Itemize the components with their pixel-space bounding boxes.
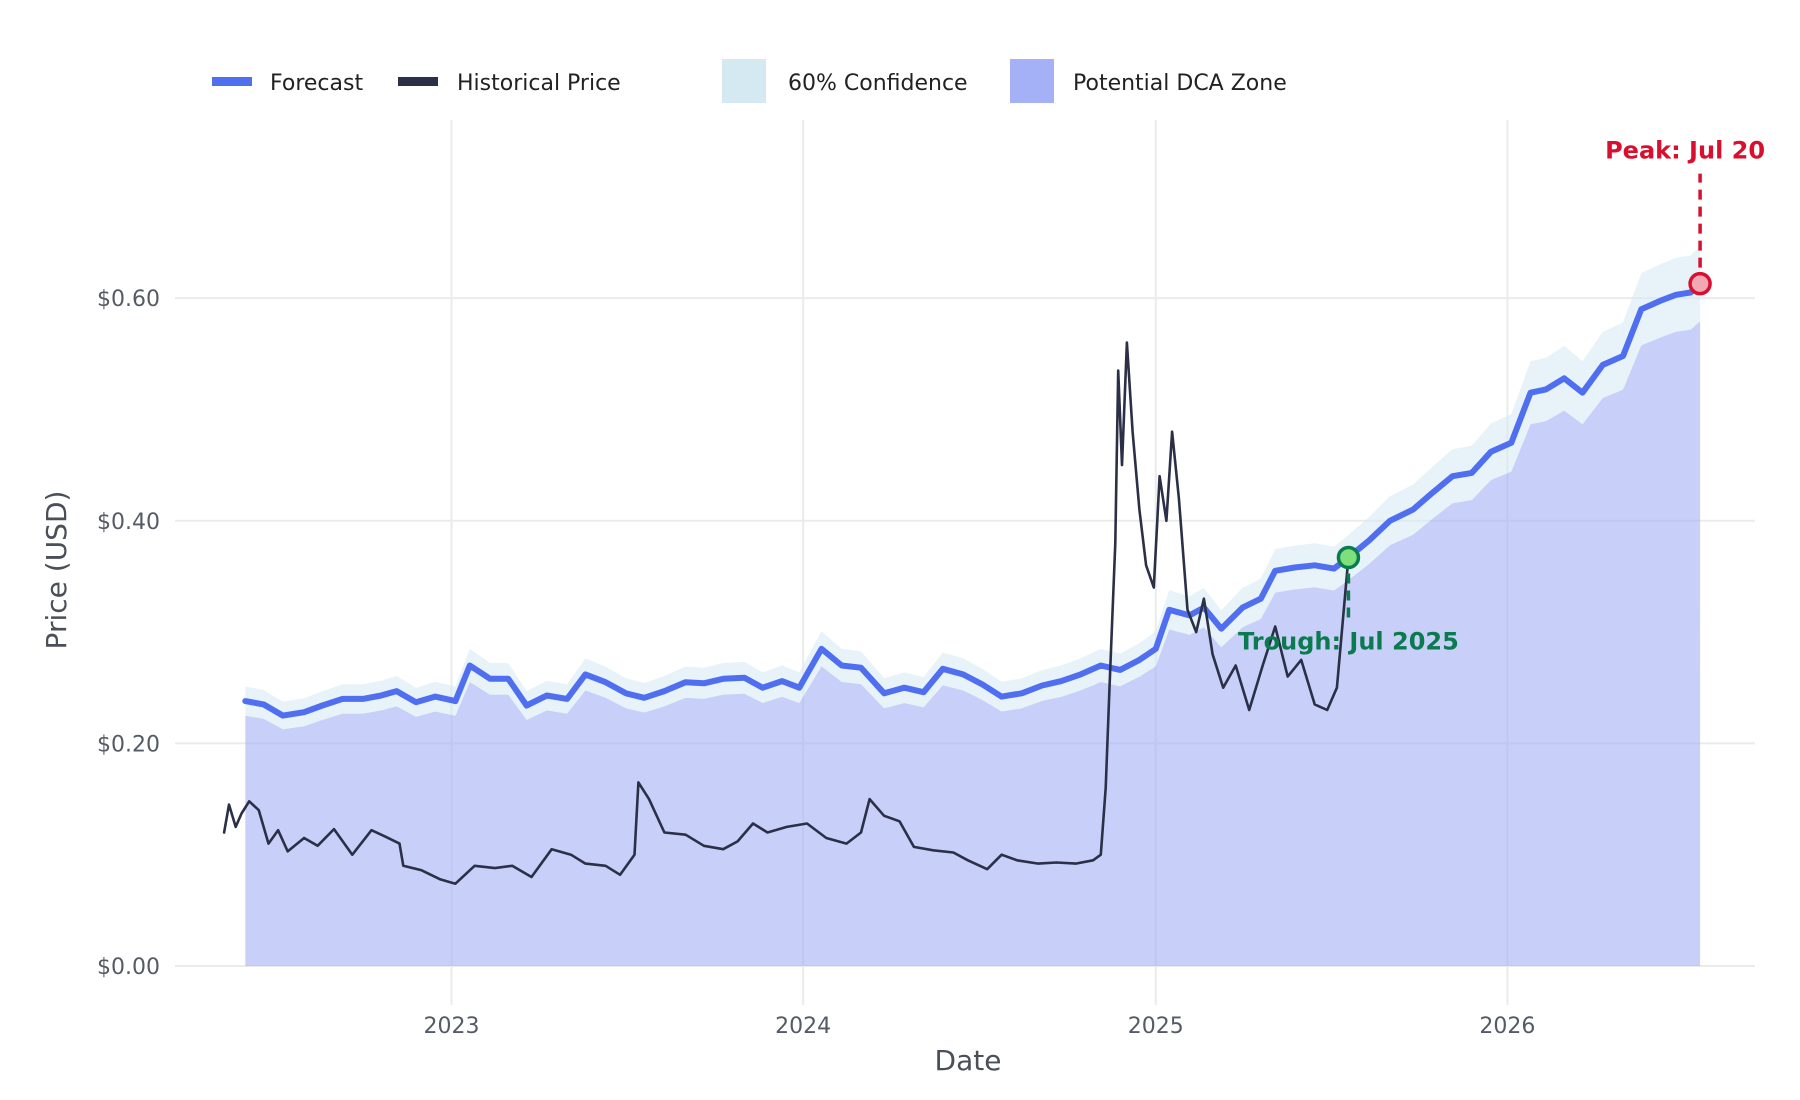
y-tick-label: $0.20 xyxy=(97,732,160,757)
legend-swatch-3 xyxy=(1010,59,1054,103)
trough-label: Trough: Jul 2025 xyxy=(1238,627,1459,655)
dca-zone-area xyxy=(245,321,1701,967)
axis-tick-labels: $0.00 $0.20 $0.40 $0.60 2023 2024 2025 2026 xyxy=(97,287,1535,1039)
confidence-band-layer xyxy=(245,246,1701,730)
y-axis-title: Price (USD) xyxy=(40,491,73,650)
x-tick-label: 2023 xyxy=(424,1014,480,1039)
y-tick-label: $0.60 xyxy=(97,287,160,312)
historical-price-line xyxy=(222,341,1350,885)
x-axis-title: Date xyxy=(935,1044,1002,1077)
x-tick-label: 2024 xyxy=(775,1014,831,1039)
legend: Forecast Historical Price 60% Confidence Po… xyxy=(212,59,1287,103)
peak-label: Peak: Jul 20 xyxy=(1605,137,1765,165)
legend-swatch-1 xyxy=(398,77,438,86)
legend-label-2: 60% Confidence xyxy=(788,71,968,96)
dca-zone-layer xyxy=(245,321,1701,967)
legend-swatch-2 xyxy=(722,59,766,103)
series-layer xyxy=(222,280,1704,885)
legend-label-0: Forecast xyxy=(270,71,363,96)
trough-marker xyxy=(1336,545,1361,570)
x-tick-label: 2026 xyxy=(1479,1014,1535,1039)
forecast-line xyxy=(242,280,1704,719)
y-tick-label: $0.40 xyxy=(97,510,160,535)
x-tick-label: 2025 xyxy=(1128,1014,1184,1039)
legend-label-3: Potential DCA Zone xyxy=(1073,71,1287,96)
legend-label-1: Historical Price xyxy=(457,71,621,96)
confidence-band-area xyxy=(245,246,1701,730)
peak-marker xyxy=(1688,271,1712,296)
legend-swatch-0 xyxy=(212,77,252,86)
annotation-layer: Peak: Jul 20 Trough: Jul 2025 xyxy=(1238,137,1765,656)
y-tick-label: $0.00 xyxy=(97,955,160,980)
